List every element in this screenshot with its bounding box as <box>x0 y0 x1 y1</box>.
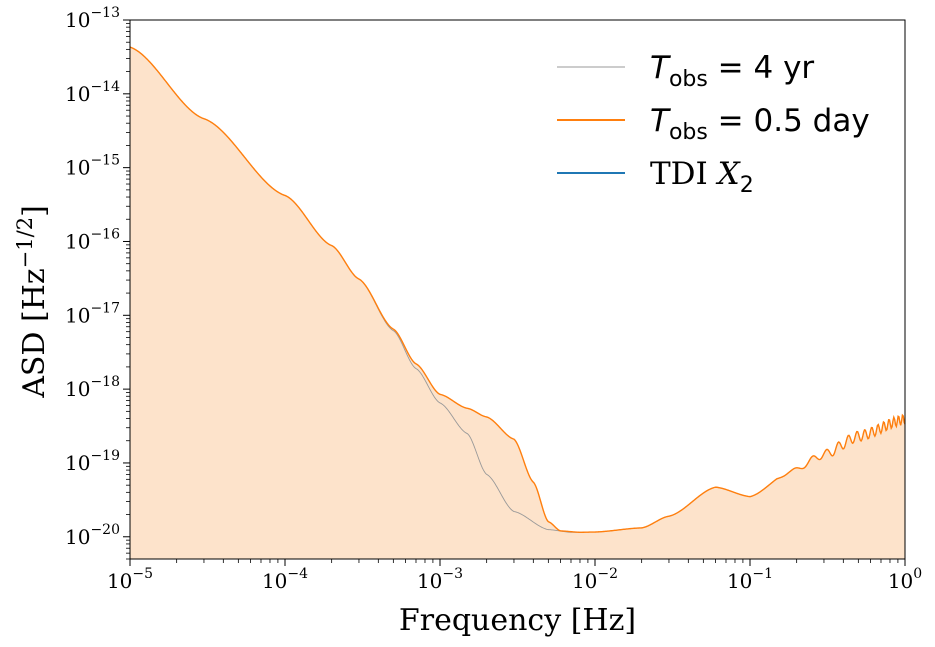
y-tick-label: 10−14 <box>65 79 120 106</box>
filled-area-layer <box>130 47 905 560</box>
series-lines-layer <box>129 46 906 533</box>
y-tick-label: 10−15 <box>65 153 120 180</box>
x-tick-label: 10−1 <box>727 566 773 593</box>
y-axis-title: ASD [Hz−1/2] <box>13 205 52 399</box>
y-axis-title-exponent: −1/2 <box>13 217 37 268</box>
legend-label-0: Tobs = 4 yr <box>650 50 814 92</box>
x-tick-label: 10−5 <box>107 566 153 593</box>
x-axis-title: Frequency [Hz] <box>399 603 636 638</box>
y-tick-label: 10−17 <box>65 300 120 327</box>
y-tick-labels: 10−20 10−19 10−18 10−17 10−16 10−15 10−14 10−13 <box>65 5 120 549</box>
legend-label-2: TDI X2 <box>650 156 754 198</box>
y-axis-title-close: ] <box>17 205 52 217</box>
x-tick-label: 10−2 <box>572 566 618 593</box>
y-axis-title-main: ASD [Hz <box>17 268 52 398</box>
y-tick-label: 10−16 <box>65 226 120 253</box>
plot-frame <box>129 19 906 560</box>
y-tick-label: 10−18 <box>65 374 120 401</box>
x-tick-label: 100 <box>888 566 922 593</box>
y-tick-label: 10−13 <box>65 5 120 32</box>
x-tick-label: 10−3 <box>417 566 463 593</box>
tick-marks-layer <box>123 19 906 566</box>
x-tick-labels: 10−5 10−4 10−3 10−2 10−1 100 <box>107 566 922 593</box>
legend: Tobs = 4 yr Tobs = 0.5 day TDI X2 <box>557 50 870 198</box>
y-tick-label: 10−20 <box>65 522 120 549</box>
filled-area <box>130 47 905 560</box>
series-line-1 <box>129 46 906 533</box>
x-tick-label: 10−4 <box>262 566 308 593</box>
y-tick-label: 10−19 <box>65 448 120 475</box>
legend-label-1: Tobs = 0.5 day <box>650 103 870 145</box>
